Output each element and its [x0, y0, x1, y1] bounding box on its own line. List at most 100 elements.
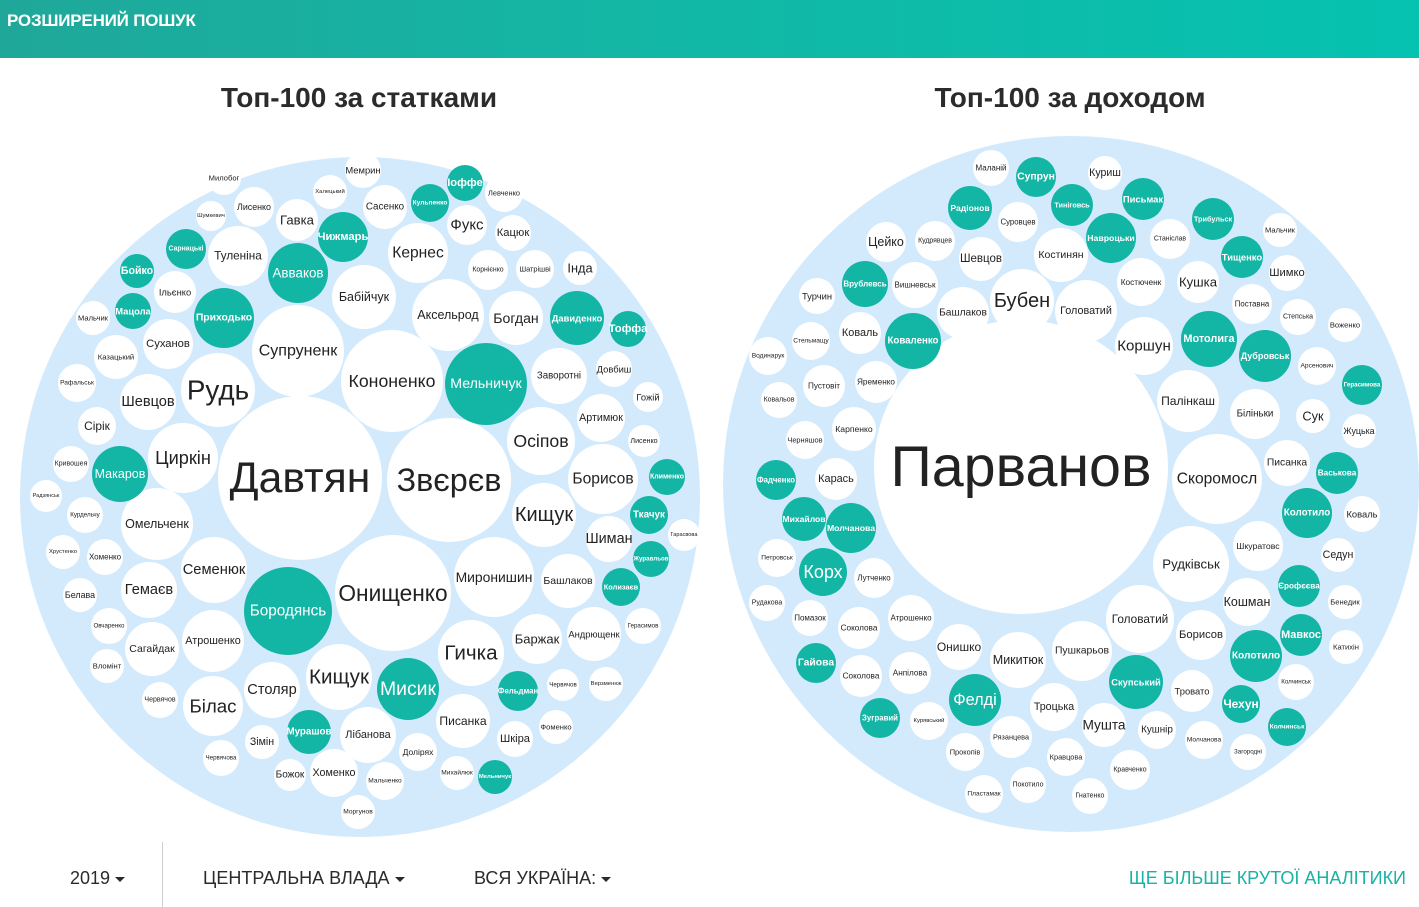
right-bubble[interactable]: Жуцька — [1342, 414, 1376, 448]
right-bubble[interactable]: Фадченко — [756, 460, 796, 500]
right-bubble[interactable]: Коваленко — [885, 313, 941, 369]
right-bubble[interactable]: Біліньки — [1230, 389, 1280, 439]
left-bubble[interactable]: Гавка — [276, 199, 318, 241]
left-bubble[interactable]: Аксельрод — [412, 279, 484, 351]
right-bubble[interactable]: Рудківськ — [1153, 526, 1229, 602]
left-bubble[interactable]: Омельченк — [121, 488, 193, 560]
right-bubble[interactable]: Тищенко — [1221, 236, 1263, 278]
left-bubble[interactable]: Сасенко — [363, 185, 407, 229]
left-bubble[interactable]: Казацький — [94, 335, 138, 379]
right-bubble[interactable]: Молчанова — [1185, 721, 1223, 759]
right-bubble[interactable]: Мотолига — [1181, 311, 1237, 367]
right-bubble[interactable]: Кошман — [1223, 578, 1271, 626]
right-bubble[interactable]: Башлаков — [937, 287, 989, 339]
right-bubble[interactable]: Микитюк — [990, 632, 1046, 688]
right-bubble[interactable]: Троцька — [1030, 683, 1078, 731]
left-bubble[interactable]: Ткачук — [630, 496, 668, 534]
left-bubble[interactable]: Атрошенко — [182, 610, 244, 672]
left-bubble[interactable]: Інда — [563, 251, 597, 285]
right-bubble[interactable]: Гнатенко — [1072, 778, 1108, 814]
right-bubble[interactable]: Арсенович — [1298, 347, 1336, 385]
left-bubble[interactable]: Моргунов — [341, 795, 375, 829]
left-bubble[interactable]: Гичка — [438, 620, 504, 686]
right-bubble[interactable]: Навроцьки — [1086, 213, 1136, 263]
left-bubble[interactable]: Клименко — [649, 459, 685, 495]
right-bubble[interactable]: Ковальов — [761, 382, 797, 418]
right-bubble[interactable]: Колчинськ — [1278, 664, 1314, 700]
left-bubble[interactable]: Туленіна — [208, 226, 268, 286]
left-bubble[interactable]: Червячов — [547, 669, 579, 701]
left-bubble[interactable]: Ільєнко — [154, 271, 196, 313]
left-bubble[interactable]: Кищук — [512, 483, 576, 547]
right-bubble[interactable]: Парванов — [874, 320, 1168, 614]
right-bubble[interactable]: Письмак — [1122, 178, 1164, 220]
right-bubble[interactable]: Шевцов — [959, 237, 1003, 281]
left-bubble[interactable]: Кацюк — [495, 215, 531, 251]
left-bubble[interactable]: Радзянськ — [30, 480, 62, 512]
right-bubble[interactable]: Седун — [1321, 538, 1355, 572]
left-bubble[interactable]: Авваков — [268, 243, 328, 303]
right-bubble[interactable]: Петровськ — [758, 539, 796, 577]
left-bubble[interactable]: Башлаков — [541, 554, 595, 608]
left-bubble[interactable]: Гожій — [633, 382, 663, 412]
left-bubble[interactable]: Мальчик — [76, 301, 110, 335]
left-bubble[interactable]: Богдан — [489, 291, 543, 345]
left-bubble[interactable]: Андрющенк — [567, 607, 621, 661]
right-bubble[interactable]: Куриш — [1088, 156, 1122, 190]
left-bubble[interactable]: Кривошея — [53, 446, 89, 482]
left-bubble[interactable]: Михайлюк — [440, 756, 474, 790]
left-bubble[interactable]: Хоменко — [87, 539, 123, 575]
right-bubble[interactable]: Водинарук — [749, 337, 787, 375]
left-bubble[interactable]: Мурашов — [286, 710, 332, 754]
left-bubble[interactable]: Супруненк — [252, 305, 344, 397]
left-bubble[interactable]: Онищенко — [335, 535, 451, 651]
right-bubble[interactable]: Кравцова — [1047, 738, 1085, 776]
right-bubble[interactable]: Карпенко — [832, 407, 876, 451]
right-bubble[interactable]: Онишко — [936, 624, 982, 670]
right-bubble[interactable]: Пустовіт — [803, 365, 845, 407]
right-bubble[interactable]: Корх — [799, 548, 847, 596]
right-bubble[interactable]: Вишневськ — [892, 262, 938, 308]
right-bubble[interactable]: Тиніговсь — [1051, 184, 1093, 226]
right-bubble[interactable]: Зугравий — [860, 698, 900, 738]
right-bubble[interactable]: Фелді — [949, 674, 1001, 726]
right-bubble[interactable]: Цейко — [866, 222, 906, 262]
left-bubble[interactable]: Лібанова — [340, 707, 396, 763]
left-bubble[interactable]: Шатрішві — [516, 250, 554, 288]
left-bubble[interactable]: Рудь — [181, 353, 255, 427]
left-bubble[interactable]: Борисов — [568, 444, 638, 514]
left-bubble[interactable]: Бабійчук — [332, 265, 396, 329]
right-bubble[interactable]: Колчинськ — [1268, 708, 1306, 746]
right-bubble[interactable]: Помазок — [792, 600, 828, 636]
right-bubble[interactable]: Рудакова — [749, 585, 785, 621]
left-bubble[interactable]: Шевцов — [120, 374, 176, 430]
right-bubble[interactable]: Радіонов — [948, 186, 992, 230]
right-bubble[interactable]: Колотило — [1282, 488, 1332, 538]
right-bubble[interactable]: Атрошенко — [888, 595, 934, 641]
left-bubble[interactable]: Іоффе — [447, 165, 483, 201]
left-bubble[interactable]: Білас — [183, 676, 243, 736]
right-bubble[interactable]: Скоромосл — [1172, 434, 1262, 524]
more-analytics-link[interactable]: ЩЕ БІЛЬШЕ КРУТОЇ АНАЛІТИКИ — [1128, 868, 1406, 888]
right-bubble[interactable]: Лутченко — [854, 558, 894, 598]
right-bubble[interactable]: Михайлов — [782, 497, 826, 541]
right-bubble[interactable]: Прокопів — [946, 733, 984, 771]
right-bubble[interactable]: Станіслав — [1150, 219, 1190, 259]
left-bubble[interactable]: Фельдман — [498, 671, 539, 711]
right-bubble[interactable]: Турчин — [799, 278, 835, 314]
left-bubble[interactable]: Шумкевич — [196, 201, 226, 231]
left-bubble[interactable]: Циркін — [148, 423, 218, 493]
right-bubble[interactable]: Писанка — [1264, 440, 1310, 486]
left-bubble[interactable]: Мельничук — [445, 343, 527, 425]
right-bubble[interactable]: Загородні — [1230, 734, 1266, 770]
left-bubble[interactable]: Вломінт — [90, 649, 124, 683]
left-bubble[interactable]: Гемаєв — [121, 562, 177, 618]
right-bubble[interactable]: Мавкос — [1280, 614, 1322, 656]
left-bubble[interactable]: Журавльов — [632, 541, 669, 577]
right-bubble[interactable]: Соколова — [838, 607, 880, 649]
left-bubble[interactable]: Корнієнко — [468, 250, 508, 290]
right-bubble[interactable]: Шкуратовс — [1233, 521, 1283, 571]
left-bubble[interactable]: Халецький — [313, 175, 347, 209]
left-bubble[interactable]: Макаров — [92, 446, 148, 502]
left-bubble[interactable]: Кононенко — [341, 330, 443, 432]
